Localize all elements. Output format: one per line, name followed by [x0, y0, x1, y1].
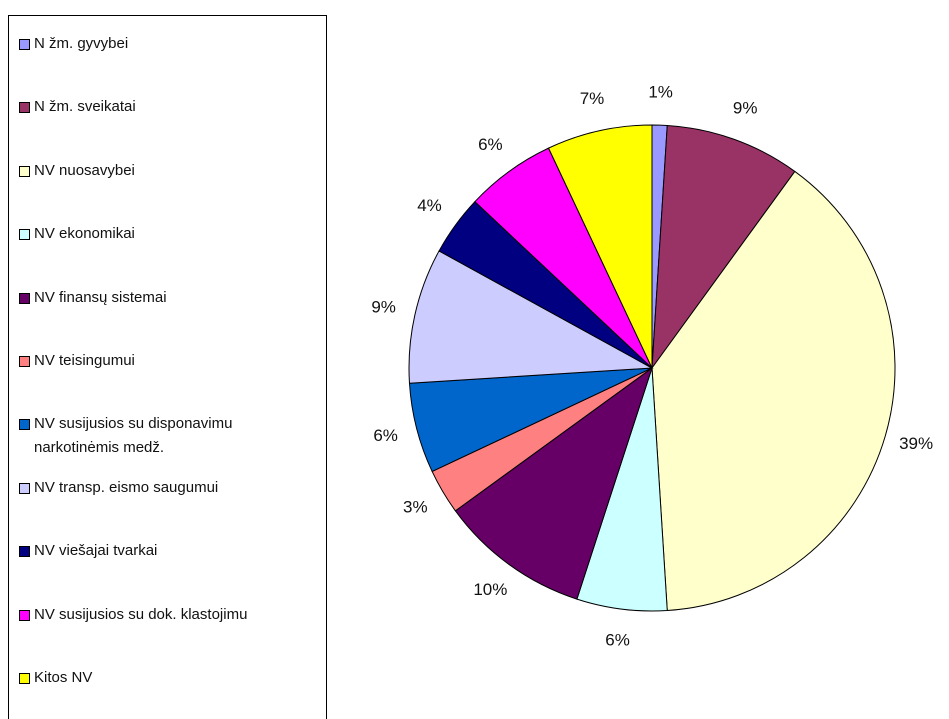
value-label: 6% [373, 426, 398, 445]
legend-item: N žm. gyvybei [19, 32, 319, 56]
legend-label: NV finansų sistemai [34, 288, 167, 306]
legend-item: NV finansų sistemai [19, 286, 319, 310]
pie-slice [651, 124, 796, 370]
legend-item: NV nuosavybei [19, 159, 319, 183]
legend-swatch [19, 482, 30, 494]
legend-item: N žm. sveikatai [19, 95, 319, 119]
legend-item: NV susijusios su disponavimu narkotinėmi… [19, 412, 319, 460]
legend-swatch [19, 546, 30, 558]
legend-swatch [19, 419, 30, 431]
legend-swatch [19, 229, 30, 241]
legend-item: NV teisingumui [19, 349, 319, 373]
legend-swatch [19, 673, 30, 684]
legend-label: NV ekonomikai [34, 225, 135, 243]
value-label: 4% [417, 196, 442, 215]
legend-swatch [19, 609, 30, 621]
value-label: 6% [605, 630, 630, 649]
legend-item: NV susijusios su dok. klastojimu [19, 603, 319, 627]
value-label: 39% [899, 434, 933, 453]
legend-swatch [19, 356, 30, 367]
value-label: 6% [478, 135, 503, 154]
legend-item: NV viešajai tvarkai [19, 539, 319, 563]
legend-label: NV transp. eismo saugumui [34, 478, 219, 496]
legend-label: NV teisingumui [34, 352, 135, 369]
value-label: 3% [403, 497, 428, 516]
legend-label: NV susijusios su dok. klastojimu [34, 605, 248, 623]
pie-slice [547, 124, 653, 369]
legend-label: N žm. gyvybei [34, 35, 129, 52]
legend-swatch [19, 39, 30, 50]
value-label: 9% [371, 297, 396, 316]
legend-label: N žm. sveikatai [34, 98, 136, 116]
legend-swatch [19, 292, 30, 304]
legend-item: Kitos NV [19, 666, 319, 690]
pie-slice [408, 250, 654, 384]
legend-label: Kitos NV [34, 669, 93, 686]
legend-label: NV viešajai tvarkai [34, 542, 158, 560]
value-label: 10% [473, 580, 507, 599]
legend-item: NV transp. eismo saugumui [19, 476, 319, 500]
value-label: 1% [648, 83, 673, 102]
legend-swatch [19, 165, 30, 177]
pie-slice [651, 170, 896, 612]
legend-label: NV susijusios su disponavimu narkotinėmi… [34, 415, 233, 457]
value-label: 7% [580, 89, 605, 108]
value-label: 9% [733, 99, 758, 118]
legend: N žm. gyvybei N žm. sveikatai NV nuosavybe… [8, 15, 327, 719]
legend-label: NV nuosavybei [34, 161, 135, 179]
pie-slice [454, 366, 653, 600]
legend-item: NV ekonomikai [19, 222, 319, 246]
legend-swatch [19, 102, 30, 114]
